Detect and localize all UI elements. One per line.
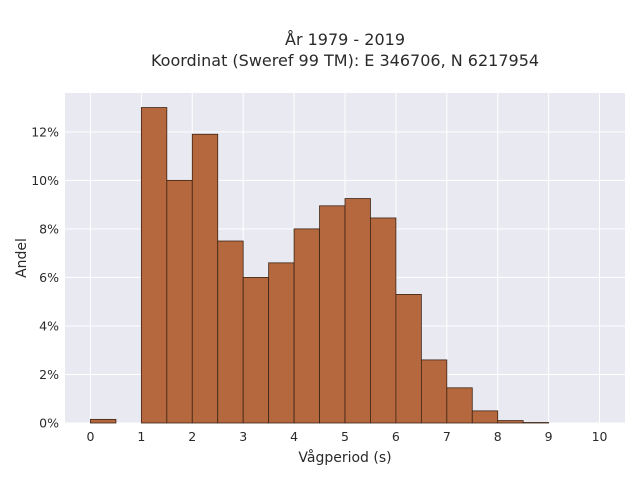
histogram-bar xyxy=(395,293,422,424)
x-tick-label: 1 xyxy=(137,429,145,444)
histogram-bar xyxy=(191,133,219,424)
histogram-bar xyxy=(319,205,346,424)
x-tick-label: 10 xyxy=(592,429,608,444)
x-tick-label: 9 xyxy=(545,429,553,444)
x-tick-label: 0 xyxy=(86,429,94,444)
x-tick-label: 3 xyxy=(239,429,247,444)
chart-title-line-2: Koordinat (Sweref 99 TM): E 346706, N 62… xyxy=(151,51,539,70)
histogram-bar xyxy=(217,240,244,424)
histogram-bar xyxy=(344,198,371,424)
x-tick-label: 4 xyxy=(290,429,298,444)
y-tick-label: 0% xyxy=(39,416,59,431)
histogram-bar xyxy=(242,277,270,424)
y-tick-label: 8% xyxy=(39,221,59,236)
y-tick-label: 12% xyxy=(31,124,59,139)
x-axis-ticks: 0 1 2 3 4 5 6 7 8 9 10 xyxy=(86,429,607,444)
y-tick-label: 10% xyxy=(31,173,59,188)
histogram-bar xyxy=(140,107,168,424)
histogram-bar xyxy=(90,418,117,424)
histogram-bar xyxy=(166,179,193,424)
chart-title: År 1979 - 2019 Koordinat (Sweref 99 TM):… xyxy=(151,30,539,70)
chart-title-line-1: År 1979 - 2019 xyxy=(285,30,405,49)
histogram-bar xyxy=(268,262,295,424)
histogram-bar xyxy=(446,387,473,424)
x-tick-label: 5 xyxy=(341,429,349,444)
histogram-bar xyxy=(420,359,448,424)
histogram-bar xyxy=(471,410,499,424)
histogram-bar xyxy=(293,228,320,424)
histogram-bars xyxy=(90,107,550,424)
y-tick-label: 2% xyxy=(39,367,59,382)
y-axis-ticks: 0% 2% 4% 6% 8% 10% 12% xyxy=(31,124,59,430)
x-tick-label: 7 xyxy=(443,429,451,444)
y-tick-label: 4% xyxy=(39,318,59,333)
x-tick-label: 8 xyxy=(494,429,502,444)
histogram-bar xyxy=(497,420,524,424)
histogram-bar xyxy=(370,217,397,424)
x-tick-label: 6 xyxy=(392,429,400,444)
x-axis-label: Vågperiod (s) xyxy=(298,449,391,466)
y-axis-label: Andel xyxy=(14,238,30,278)
y-tick-label: 6% xyxy=(39,270,59,285)
x-tick-label: 2 xyxy=(188,429,196,444)
